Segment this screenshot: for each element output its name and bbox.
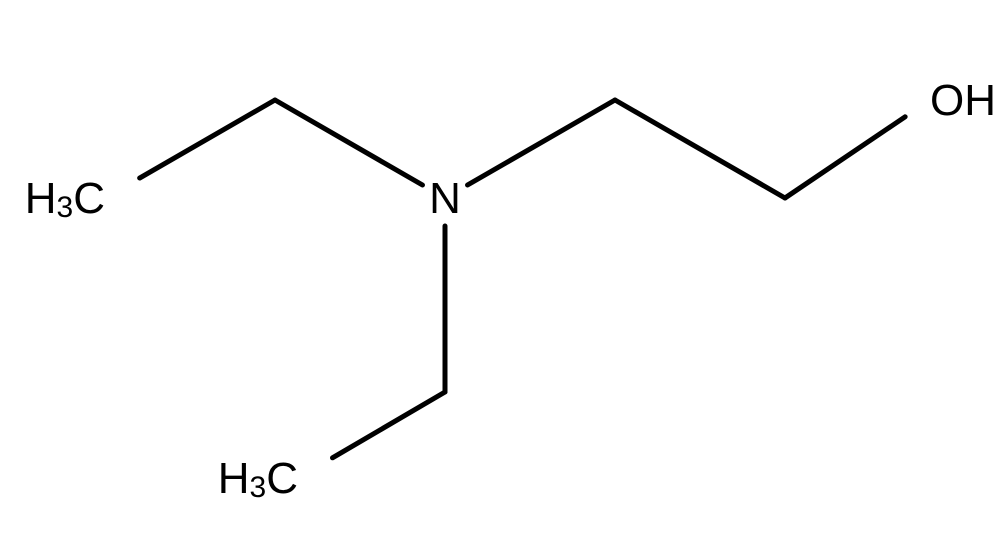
bond xyxy=(468,100,615,185)
atom-label-N: N xyxy=(429,174,461,223)
molecule-diagram: H3C N OH H3C xyxy=(0,0,1000,549)
atom-label-CH3_left: H3C xyxy=(25,174,105,224)
bond xyxy=(615,100,785,198)
bond xyxy=(785,117,905,198)
bond xyxy=(140,100,275,178)
atom-label-OH: OH xyxy=(930,76,996,125)
bond xyxy=(333,392,445,458)
bond xyxy=(275,100,422,185)
bonds-layer xyxy=(140,100,905,458)
atoms-layer: H3C N OH H3C xyxy=(25,76,996,504)
atom-label-CH3_down: H3C xyxy=(218,454,298,504)
